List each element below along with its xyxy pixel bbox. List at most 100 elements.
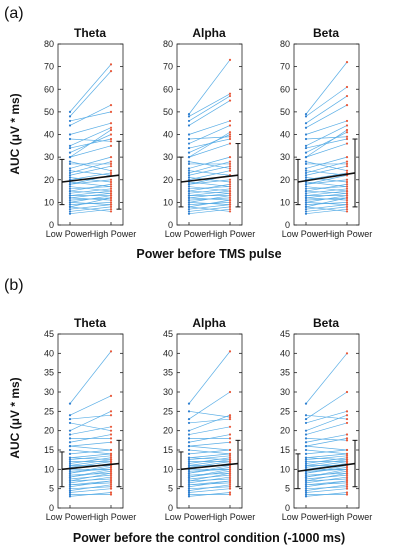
panel-b-xlabel: Power before the control condition (-100… bbox=[73, 531, 345, 545]
low-power-point bbox=[187, 462, 191, 465]
high-power-point bbox=[228, 487, 232, 490]
high-power-point bbox=[345, 481, 349, 484]
high-power-point bbox=[109, 433, 113, 436]
y-tick-label: 40 bbox=[280, 130, 290, 140]
subject-line bbox=[69, 411, 112, 431]
low-power-point bbox=[304, 174, 308, 177]
high-power-point bbox=[109, 189, 113, 193]
y-tick-label: 20 bbox=[163, 426, 173, 436]
high-power-point bbox=[109, 162, 113, 166]
low-power-point bbox=[187, 402, 191, 405]
high-power-point bbox=[345, 460, 349, 463]
low-power-point bbox=[68, 205, 72, 208]
subject-line bbox=[188, 472, 231, 476]
low-power-point bbox=[187, 493, 191, 496]
high-power-point bbox=[345, 472, 349, 475]
subject-line bbox=[188, 351, 231, 404]
low-power-point bbox=[68, 402, 72, 405]
y-tick-label: 15 bbox=[44, 445, 54, 455]
subject-line bbox=[188, 474, 231, 480]
high-power-point bbox=[228, 189, 232, 193]
high-power-point bbox=[109, 169, 113, 172]
high-power-point bbox=[228, 390, 232, 394]
high-power-point bbox=[109, 192, 113, 195]
high-power-point bbox=[228, 119, 232, 123]
y-tick-label: 40 bbox=[44, 348, 54, 358]
high-power-point bbox=[345, 128, 349, 132]
chart-a-alpha: 0 10 20 30 40 50 60 70 80 Low Power High Power bbox=[163, 39, 255, 239]
low-power-point bbox=[68, 429, 72, 432]
low-power-point bbox=[304, 162, 308, 166]
low-power-point bbox=[187, 448, 191, 452]
low-power-point bbox=[304, 493, 308, 496]
y-tick-label: 0 bbox=[285, 220, 290, 230]
chart-b-theta: 0 5 10 15 20 25 30 35 40 45 Low Power High Power bbox=[44, 329, 136, 522]
high-power-point bbox=[109, 481, 113, 484]
subject-line bbox=[305, 177, 348, 183]
subject-line bbox=[69, 177, 112, 183]
high-power-point bbox=[228, 201, 232, 204]
subject-line bbox=[188, 165, 231, 176]
high-power-point bbox=[228, 466, 232, 469]
high-power-point bbox=[345, 410, 349, 413]
panel-b-title-alpha: Alpha bbox=[192, 316, 226, 330]
subject-line bbox=[69, 455, 112, 461]
subject-line bbox=[188, 179, 231, 185]
low-power-point bbox=[304, 421, 308, 425]
high-power-point bbox=[109, 472, 113, 475]
low-power-point bbox=[304, 487, 308, 490]
low-power-point bbox=[187, 212, 191, 215]
x-tick-label: Low Power bbox=[46, 229, 91, 239]
high-power-point bbox=[109, 126, 113, 129]
subject-line bbox=[69, 64, 112, 113]
high-power-point bbox=[228, 167, 232, 170]
low-power-point bbox=[304, 196, 308, 199]
subject-line bbox=[188, 208, 231, 215]
y-tick-label: 20 bbox=[280, 426, 290, 436]
subject-line bbox=[188, 480, 231, 486]
high-power-point bbox=[345, 160, 349, 163]
high-power-point bbox=[109, 208, 113, 211]
subject-line bbox=[305, 474, 348, 480]
high-power-point bbox=[228, 456, 232, 459]
low-power-point bbox=[68, 171, 72, 175]
subject-line bbox=[188, 202, 231, 205]
high-power-point bbox=[228, 454, 232, 457]
low-power-point bbox=[187, 433, 191, 436]
low-power-point bbox=[68, 448, 72, 452]
subject-line bbox=[188, 488, 231, 493]
high-power-point bbox=[345, 485, 349, 488]
low-power-point bbox=[68, 481, 72, 484]
subject-line bbox=[69, 472, 112, 476]
high-power-point bbox=[345, 203, 349, 206]
low-power-point bbox=[187, 142, 191, 145]
high-power-point bbox=[109, 437, 113, 440]
high-power-point bbox=[345, 194, 349, 197]
subject-line bbox=[69, 161, 112, 172]
subject-line bbox=[305, 188, 348, 194]
high-power-point bbox=[228, 92, 232, 95]
subject-line bbox=[69, 468, 112, 478]
low-power-point bbox=[304, 456, 308, 459]
low-power-point bbox=[187, 183, 191, 186]
high-power-point bbox=[228, 472, 232, 475]
subject-line bbox=[188, 177, 231, 183]
subject-line bbox=[305, 120, 348, 135]
x-tick-label: High Power bbox=[90, 512, 137, 522]
high-power-point bbox=[228, 441, 232, 444]
high-power-point bbox=[109, 460, 113, 463]
panel-a-label: (a) bbox=[4, 5, 24, 22]
low-power-point bbox=[187, 113, 191, 116]
low-power-point bbox=[304, 208, 308, 211]
subject-line bbox=[188, 100, 231, 126]
high-power-point bbox=[228, 178, 232, 181]
high-power-point bbox=[345, 162, 349, 166]
y-tick-label: 30 bbox=[280, 387, 290, 397]
subject-line bbox=[69, 186, 112, 192]
low-power-point bbox=[68, 189, 72, 193]
y-tick-label: 45 bbox=[44, 329, 54, 339]
low-power-point bbox=[68, 144, 72, 147]
subject-line bbox=[188, 190, 231, 194]
y-tick-label: 35 bbox=[280, 368, 290, 378]
low-power-point bbox=[68, 483, 72, 486]
